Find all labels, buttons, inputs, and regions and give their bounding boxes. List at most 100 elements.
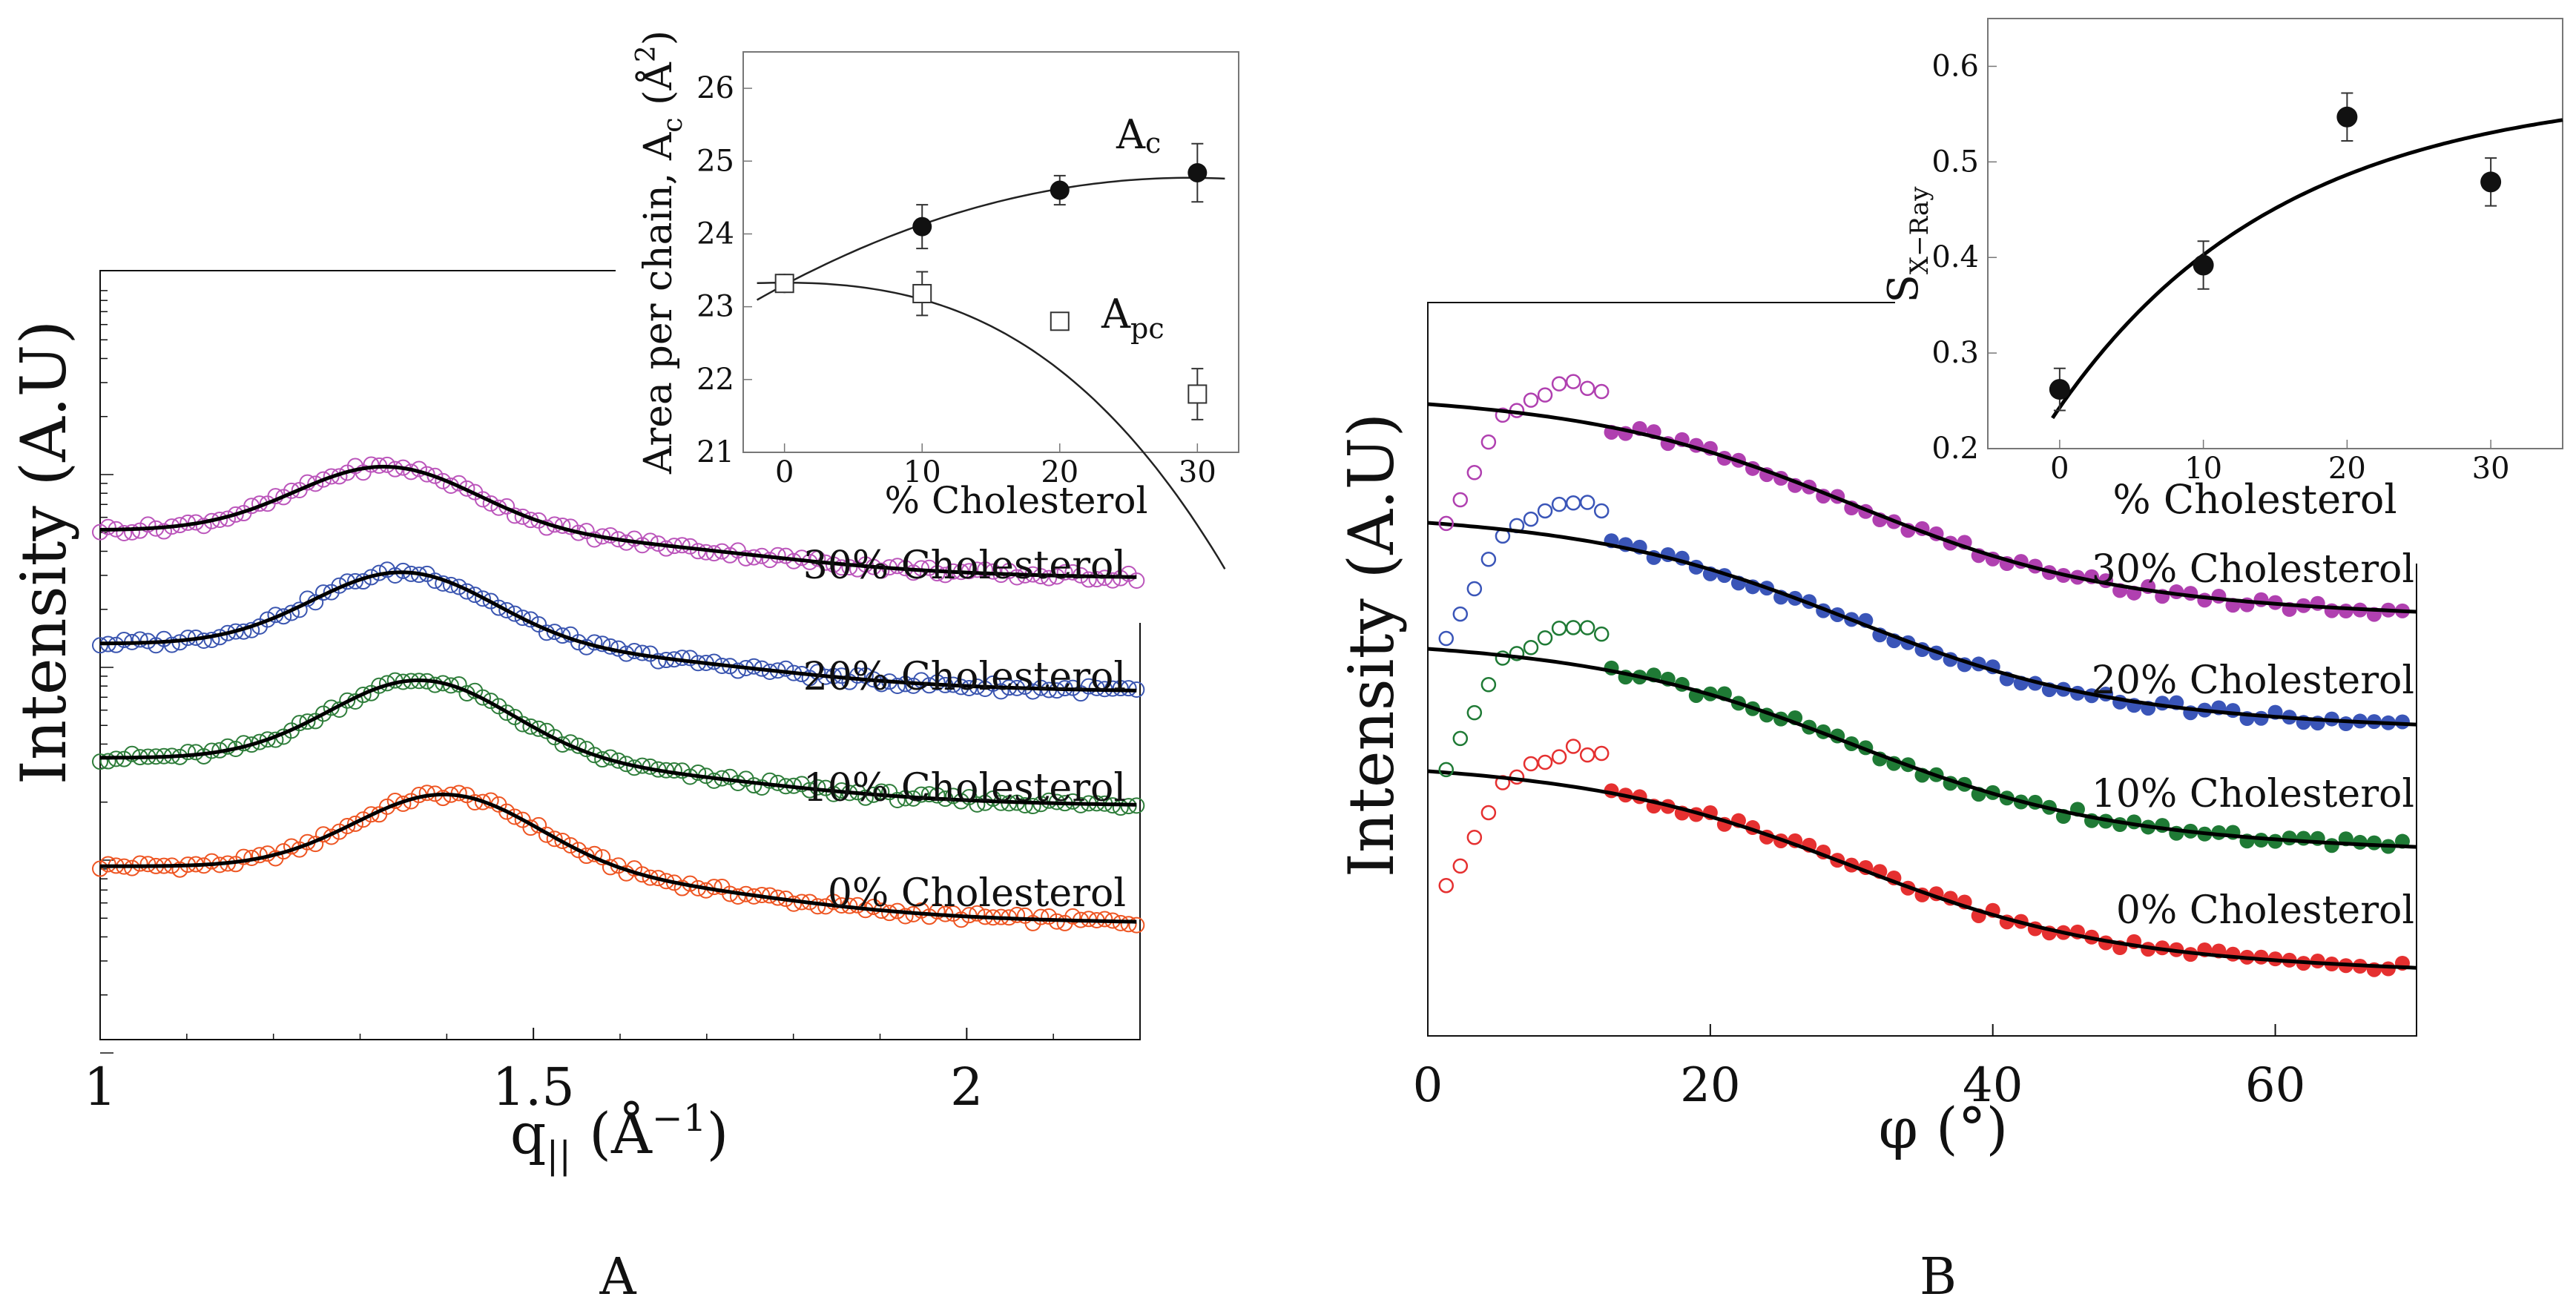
panel-a-y-axis-label: Intensity (A.U) <box>7 320 80 785</box>
data-point <box>2225 946 2241 962</box>
data-point <box>378 456 395 473</box>
data-point <box>179 744 197 761</box>
data-point <box>139 856 157 873</box>
data-point <box>905 677 922 694</box>
panel-a-inset-fits <box>756 176 1226 569</box>
data-point <box>530 720 547 737</box>
data-point-open <box>1565 739 1581 754</box>
data-point <box>1016 797 1033 814</box>
data-point-apc <box>1050 311 1070 331</box>
data-point <box>2296 830 2311 846</box>
y-tick-label: 24 <box>696 217 734 251</box>
y-tick-label: 26 <box>696 71 734 105</box>
data-point <box>1064 793 1081 810</box>
data-point-open <box>1466 581 1483 597</box>
panel-b-series-label-20: 20% Cholesterol <box>2092 658 2414 703</box>
y-tick-label: 0.6 <box>1931 49 1979 83</box>
panel-a-inset-label-apc: Apc <box>1101 291 1165 345</box>
data-point <box>722 546 739 564</box>
data-point <box>777 660 794 677</box>
data-point <box>873 676 890 693</box>
data-point <box>339 818 356 835</box>
data-point-open <box>1438 762 1455 778</box>
data-point <box>99 518 116 535</box>
x-tick-label: 60 <box>2245 1058 2305 1113</box>
data-point <box>737 549 754 567</box>
data-point <box>2324 838 2339 853</box>
x-tick-label: 1.5 <box>493 1057 575 1117</box>
data-point <box>1120 916 1137 933</box>
data-point <box>992 683 1009 700</box>
data-point <box>857 789 874 806</box>
data-point <box>1009 906 1026 923</box>
data-point <box>920 559 938 576</box>
data-point <box>2338 604 2353 619</box>
panel-a-x-tick-labels: 1 1.5 2 <box>84 1057 984 1117</box>
data-point <box>977 561 994 578</box>
data-point <box>123 859 140 876</box>
x-tick-label: 20 <box>2328 452 2366 486</box>
panel-b-inset-y-axis-label: SX−Ray <box>1880 186 1934 303</box>
panel-b-series-label-10: 10% Cholesterol <box>2092 772 2414 816</box>
data-point <box>1024 798 1041 815</box>
fit-line <box>100 792 1137 924</box>
data-point-apc <box>1187 384 1208 404</box>
data-point-open <box>1537 754 1553 770</box>
data-point <box>259 731 276 748</box>
data-point <box>969 561 986 578</box>
data-point <box>163 636 180 653</box>
data-point <box>913 672 930 689</box>
data-point <box>554 627 571 644</box>
data-point <box>809 550 826 567</box>
data-point <box>195 632 212 649</box>
data-point <box>546 830 563 848</box>
data-point <box>363 456 380 473</box>
data-point-ac <box>912 217 932 237</box>
data-point-open <box>1495 650 1511 666</box>
data-point <box>195 518 212 535</box>
data-point-open <box>1452 858 1469 874</box>
data-point <box>1032 908 1050 925</box>
data-point <box>116 631 133 648</box>
data-point <box>865 898 882 915</box>
data-point-open <box>1551 749 1567 765</box>
data-point <box>1009 569 1026 586</box>
data-point-open <box>1593 383 1610 400</box>
data-point <box>897 908 914 925</box>
data-point <box>1128 917 1145 934</box>
data-point-open <box>1537 387 1553 403</box>
data-point-open <box>1593 503 1610 519</box>
panel-b: 0 20 40 60 Intensity (A.U) φ (°) B 0 10 20 300… <box>1335 18 2563 1307</box>
data-point <box>442 677 459 694</box>
fit-line <box>100 570 1137 693</box>
data-point <box>1104 572 1121 589</box>
data-point <box>139 516 157 533</box>
data-point <box>2049 379 2070 400</box>
data-point <box>857 667 874 684</box>
data-point <box>538 826 555 843</box>
data-point <box>2282 830 2297 846</box>
data-point <box>1080 678 1097 695</box>
data-point <box>984 790 1001 807</box>
data-point-open <box>1466 829 1483 845</box>
data-point <box>769 774 786 791</box>
x-tick-label: 0 <box>2050 452 2069 486</box>
data-point <box>889 792 906 809</box>
panel-b-series-label-30: 30% Cholesterol <box>2092 547 2414 592</box>
data-point-open <box>1523 392 1539 408</box>
data-point-open <box>1438 515 1455 532</box>
x-tick-label: 30 <box>1179 455 1216 489</box>
data-point-open <box>1537 630 1553 646</box>
data-point <box>913 786 930 803</box>
panel-b-x-tick-labels: 0 20 40 60 <box>1413 1058 2306 1113</box>
data-point <box>1096 911 1113 928</box>
data-point <box>474 793 491 810</box>
data-point-open <box>1452 492 1469 508</box>
data-point-open <box>1579 747 1595 763</box>
panel-a-series-label-30: 30% Cholesterol <box>803 544 1126 588</box>
data-point <box>1080 571 1097 588</box>
panel-b-inset-ticks: 0 10 20 30 0.2 0.3 0.4 0.5 0.6 <box>1931 49 2509 486</box>
data-point <box>889 677 906 694</box>
data-point <box>1064 564 1081 581</box>
data-point <box>1112 680 1129 697</box>
